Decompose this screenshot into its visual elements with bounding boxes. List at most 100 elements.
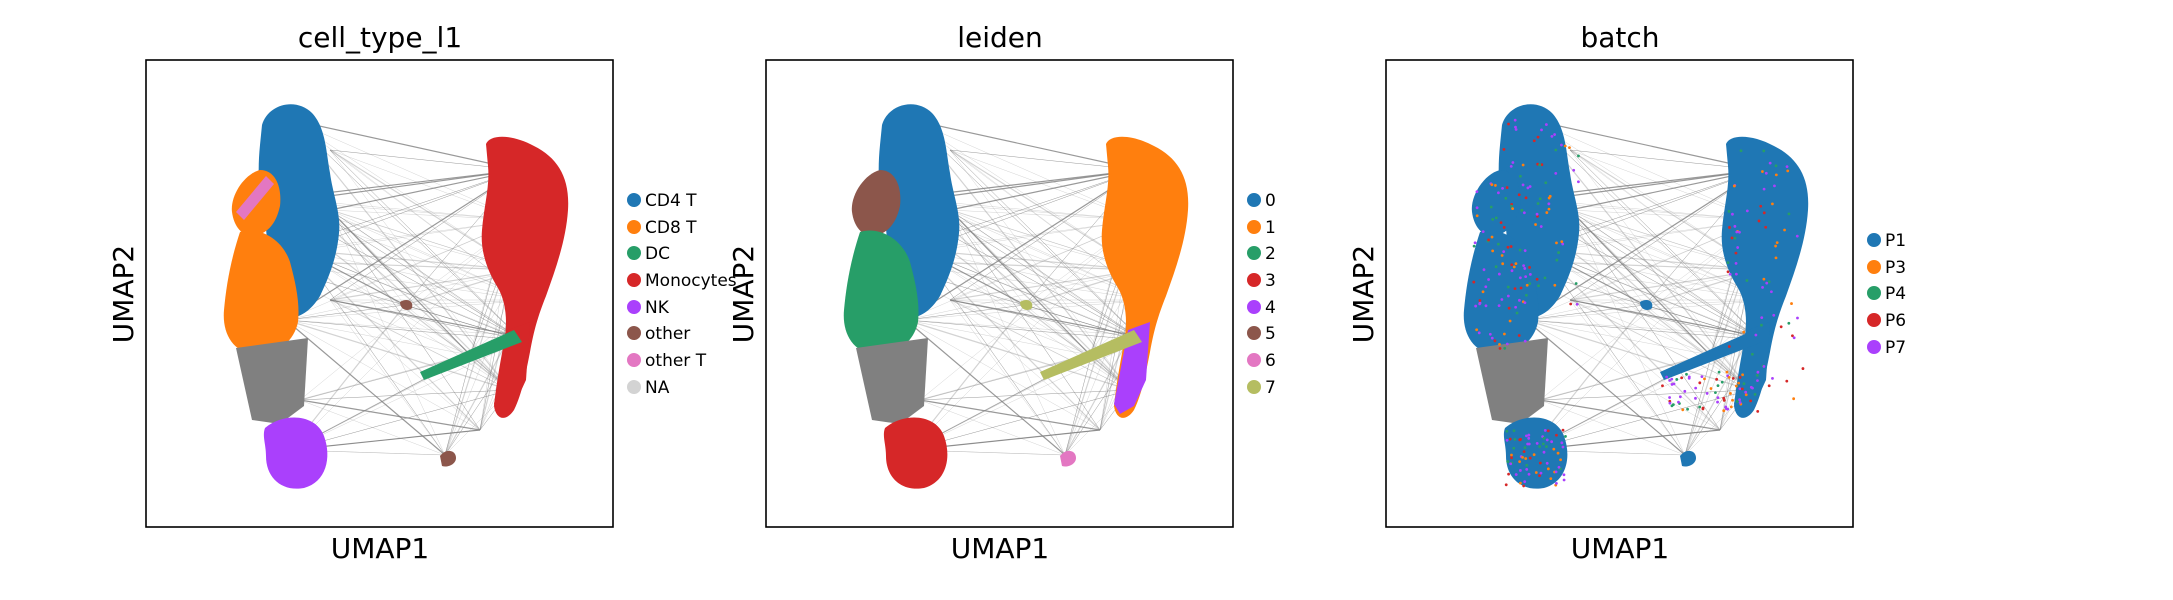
graph-edge [285, 319, 446, 456]
legend-label: 0 [1265, 191, 1276, 211]
cell-point [1738, 230, 1741, 234]
cell-point [1491, 249, 1495, 253]
cell-point [1554, 470, 1558, 474]
cell-point [1730, 236, 1734, 240]
legend-marker [1247, 300, 1261, 314]
cell-point [1501, 262, 1505, 266]
graph-edge [905, 304, 1026, 321]
cell-point [1562, 473, 1566, 477]
cell-point [1668, 379, 1672, 382]
cell-point [1491, 217, 1495, 221]
cell-point [1494, 216, 1498, 220]
cell-point [1716, 384, 1720, 388]
graph-edge [905, 269, 1141, 321]
cell-point [1513, 287, 1517, 291]
cell-point [1512, 446, 1516, 450]
cell-point [1508, 319, 1512, 323]
cell-point [1555, 258, 1559, 262]
cell-point [1774, 244, 1777, 248]
cell-point [1526, 442, 1530, 446]
cell-point [1475, 214, 1479, 218]
graph-edge [299, 169, 521, 201]
cell-point [1525, 468, 1529, 471]
legend-label: 5 [1265, 324, 1276, 344]
cell-point [1497, 304, 1501, 308]
legend-marker [627, 220, 641, 234]
graph-edge [949, 209, 1131, 391]
cell-point [1513, 437, 1517, 441]
cell-point [1512, 265, 1516, 269]
graph-edge [1569, 209, 1753, 336]
legend-marker [627, 380, 641, 394]
graph-edge [1644, 304, 1763, 341]
cluster-dcBand [1660, 330, 1762, 380]
graph-edge [919, 389, 1131, 401]
legend-label: Monocytes [645, 271, 737, 291]
cluster-dcBand [1040, 330, 1142, 380]
cell-point [1785, 165, 1789, 169]
cell-point [1755, 373, 1759, 377]
cell-point [1761, 285, 1764, 289]
cluster-leftArm [1463, 230, 1539, 355]
graph-edge [919, 249, 1101, 431]
cell-point [1765, 281, 1769, 285]
cell-point [1536, 135, 1540, 139]
cell-point [1498, 346, 1502, 350]
cluster-midDot [1020, 300, 1033, 310]
cell-point [1521, 455, 1524, 459]
graph-edge [949, 299, 1101, 431]
cell-point [1738, 398, 1741, 402]
cell-point [1734, 261, 1738, 265]
legend-label: 2 [1265, 244, 1276, 264]
cell-point [1510, 453, 1513, 457]
graph-edge [329, 299, 481, 431]
cell-point [1538, 163, 1542, 167]
legend-label: 6 [1265, 351, 1276, 371]
cell-point [1554, 148, 1558, 152]
cell-point [1517, 193, 1521, 197]
cell-point [1514, 473, 1518, 476]
cell-point [1561, 445, 1565, 449]
graph-edge [285, 269, 521, 321]
cell-point [1779, 325, 1783, 329]
cell-point [1524, 293, 1528, 297]
cell-point [1538, 197, 1542, 201]
cell-point [1745, 279, 1749, 282]
graph-edge [285, 219, 521, 321]
cell-point [1528, 185, 1532, 188]
cell-point [1539, 471, 1543, 475]
cell-point [1547, 207, 1551, 211]
graph-edge [285, 319, 513, 336]
panel-batch: batch UMAP1 UMAP2 P1 P3 P4 P6 P7 [1347, 21, 1906, 565]
clusters [843, 104, 1189, 489]
graph-edge [1569, 299, 1753, 336]
cell-point [1751, 386, 1754, 390]
cell-point [1518, 298, 1521, 302]
cell-point [1680, 376, 1684, 380]
cell-point [1774, 173, 1778, 177]
graph-edge [299, 249, 521, 271]
cell-point [1714, 391, 1717, 395]
cell-point [1502, 332, 1506, 336]
plot-frame [145, 59, 614, 528]
cell-point [1796, 316, 1799, 320]
cell-point [1505, 186, 1509, 189]
cell-point [1534, 223, 1537, 226]
cell-point [1687, 376, 1691, 380]
cell-point [1731, 398, 1734, 402]
cell-point [1732, 184, 1736, 188]
cell-point [1739, 149, 1743, 153]
cell-point [1490, 235, 1494, 239]
cell-point [1722, 409, 1726, 413]
panel-leiden: leiden UMAP1 UMAP2 0 1 2 3 4 5 6 7 [727, 21, 1276, 565]
cell-point [1750, 352, 1754, 356]
cell-point [1532, 453, 1536, 457]
cell-point [1507, 122, 1510, 126]
cell-point [1734, 272, 1738, 276]
cell-point [1762, 187, 1766, 191]
legend-label: P6 [1885, 311, 1906, 331]
cell-point [1502, 250, 1506, 254]
graph-edge [329, 299, 511, 391]
graph-edge [949, 209, 1143, 341]
legend-marker [627, 300, 641, 314]
